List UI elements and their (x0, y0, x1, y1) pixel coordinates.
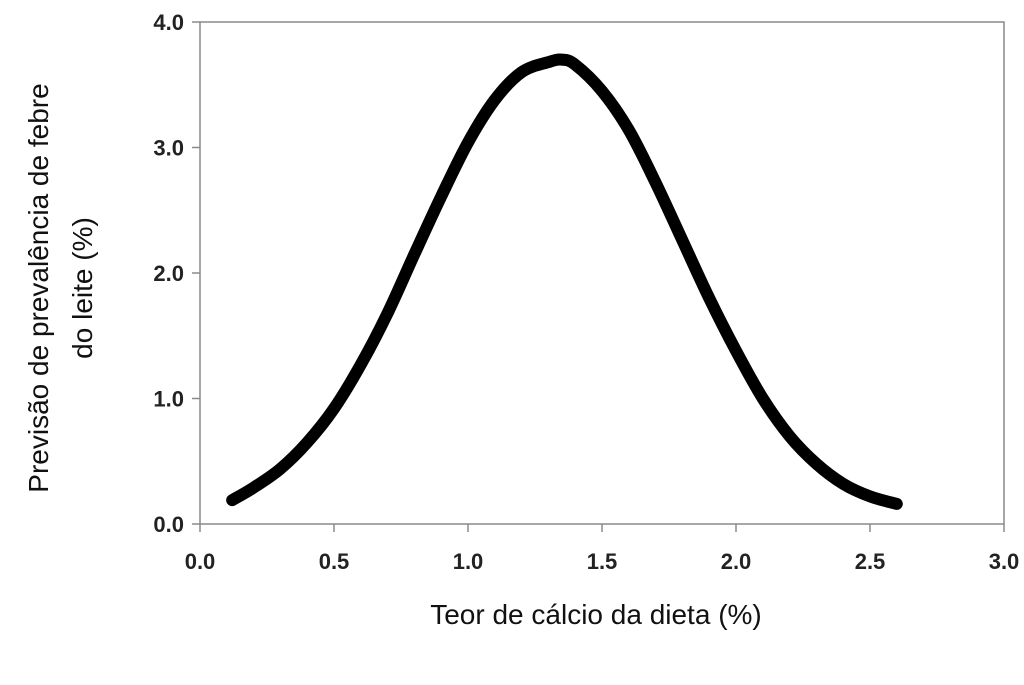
x-axis-ticks: 0.0 0.5 1.0 1.5 2.0 2.5 3.0 (185, 524, 1020, 574)
series-line (226, 53, 903, 510)
x-tick-label: 3.0 (989, 549, 1020, 574)
y-tick-label: 0.0 (153, 512, 184, 537)
x-tick-label: 1.0 (453, 549, 484, 574)
x-tick-label: 2.5 (855, 549, 886, 574)
y-tick-label: 3.0 (153, 136, 184, 161)
x-tick-label: 1.5 (587, 549, 618, 574)
x-axis-title: Teor de cálcio da dieta (%) (430, 599, 762, 630)
y-axis-title-line-1: Previsão de prevalência de febre (23, 83, 54, 492)
x-tick-label: 2.0 (721, 549, 752, 574)
y-axis-ticks: 0.0 1.0 2.0 3.0 4.0 (153, 10, 200, 537)
y-tick-label: 4.0 (153, 10, 184, 35)
x-tick-label: 0.5 (319, 549, 350, 574)
x-tick-label: 0.0 (185, 549, 216, 574)
y-axis-title: Previsão de prevalência de febre do leit… (23, 83, 98, 492)
plot-area (199, 21, 1005, 525)
y-tick-label: 1.0 (153, 387, 184, 412)
y-tick-label: 2.0 (153, 261, 184, 286)
y-axis-title-line-2: do leite (%) (67, 217, 98, 359)
